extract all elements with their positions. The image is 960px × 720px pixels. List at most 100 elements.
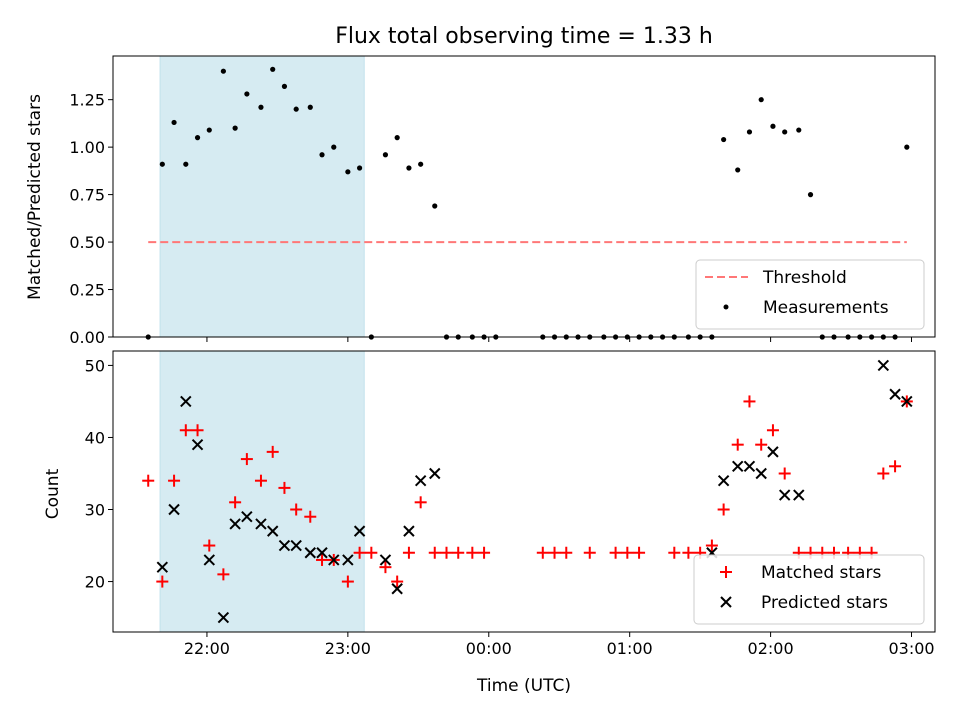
matched-stars-point — [191, 424, 204, 437]
matched-stars-point — [889, 460, 902, 473]
matched-stars-point — [217, 568, 230, 581]
measurement-point — [194, 135, 201, 141]
matched-stars-point — [755, 438, 768, 451]
predicted-stars-point — [755, 467, 767, 480]
matched-stars-point — [548, 546, 561, 559]
predicted-stars-point — [229, 518, 241, 530]
measurement-point — [345, 169, 351, 175]
matched-stars-point — [240, 453, 253, 466]
top-panel: Flux total observing time = 1.33 h 0.00 0… — [25, 24, 936, 347]
legend-matched-swatch — [720, 566, 732, 578]
observing-span — [159, 350, 365, 633]
predicted-stars-point — [266, 525, 279, 537]
predicted-stars-point — [379, 554, 392, 566]
y-tick-label: 0.50 — [69, 233, 105, 252]
matched-stars-point — [379, 561, 392, 574]
matched-stars-point — [536, 546, 549, 559]
measurement-point — [394, 135, 400, 141]
top-plot-area: 0.00 0.25 0.50 0.75 1.00 1.25 — [69, 55, 936, 347]
top-legend-box — [695, 259, 925, 330]
measurement-point — [183, 161, 189, 167]
predicted-stars-point — [316, 547, 328, 559]
measurement-point — [258, 104, 264, 110]
predicted-stars-point — [328, 554, 340, 566]
matched-stars-point — [414, 496, 427, 509]
measurement-point — [331, 144, 337, 150]
x-tick-label: 03:00 — [888, 639, 934, 658]
y-tick-label: 0.00 — [69, 328, 105, 347]
measurement-point — [281, 83, 288, 89]
measurement-point — [319, 152, 325, 158]
matched-stars-point — [365, 546, 378, 559]
measurement-point — [796, 127, 802, 133]
y-tick-label: 30 — [85, 501, 105, 520]
matched-stars-point — [440, 546, 453, 559]
measurement-point — [721, 136, 727, 143]
predicted-stars-point — [168, 503, 180, 516]
observing-span — [159, 55, 365, 338]
predicted-stars-point — [778, 489, 791, 501]
predicted-stars-point — [889, 388, 901, 400]
matched-stars-point — [203, 539, 216, 552]
predicted-stars-point — [353, 525, 366, 537]
matched-stars-point — [717, 503, 730, 516]
bottom-legend-box — [693, 554, 925, 625]
matched-stars-point — [478, 546, 491, 559]
predicted-stars-point — [901, 395, 913, 408]
matched-stars-point — [778, 467, 791, 480]
measurement-point — [220, 68, 226, 74]
predicted-stars-point — [403, 525, 415, 537]
measurement-point — [746, 129, 753, 135]
predicted-stars-point — [217, 611, 230, 624]
matched-stars-point — [731, 438, 744, 451]
y-tick-label: 40 — [85, 428, 105, 447]
matched-stars-point — [583, 546, 596, 559]
matched-stars-point — [452, 546, 465, 559]
measurement-point — [159, 161, 165, 167]
matched-stars-point — [266, 445, 279, 458]
y-tick-label: 50 — [85, 356, 105, 375]
measurement-point — [782, 129, 788, 135]
predicted-stars-point — [717, 474, 730, 487]
matched-stars-point — [179, 424, 192, 437]
matched-stars-point — [466, 546, 479, 559]
matched-stars-point — [341, 575, 354, 588]
predicted-stars-point — [180, 395, 192, 408]
predicted-stars-point — [241, 511, 253, 523]
predicted-stars-point — [290, 539, 302, 552]
predicted-stars-point — [156, 561, 169, 573]
measurement-point — [244, 91, 250, 97]
matched-stars-point — [633, 546, 646, 559]
measurement-point — [382, 152, 389, 158]
legend-predicted-label: Predicted stars — [761, 593, 888, 613]
predicted-stars-point — [278, 539, 291, 552]
y-tick-label: 1.25 — [69, 91, 105, 110]
axes-frame — [112, 55, 936, 338]
predicted-stars-point — [203, 554, 215, 566]
predicted-stars-point — [255, 518, 267, 530]
predicted-stars-point — [429, 467, 441, 480]
axes-frame — [112, 350, 936, 633]
measurement-point — [735, 167, 741, 173]
measurement-point — [418, 161, 424, 167]
bottom-legend: Matched stars Predicted stars — [693, 554, 925, 625]
legend-predicted-swatch — [720, 596, 732, 608]
matched-stars-point — [705, 539, 718, 552]
top-chart-title: Flux total observing time = 1.33 h — [335, 24, 713, 49]
bottom-plot-area: 20 30 40 50 22:00 23:00 00:00 01:00 02:00 03:00 — [85, 350, 936, 658]
predicted-stars-point — [391, 583, 403, 595]
measurement-point — [206, 127, 212, 133]
x-tick-label: 02:00 — [748, 639, 794, 658]
matched-stars-point — [766, 424, 779, 437]
top-legend: Threshold Measurements — [695, 259, 925, 330]
matched-stars-point — [142, 474, 155, 487]
measurement-point — [807, 192, 814, 198]
measurement-point — [770, 123, 776, 129]
y-tick-label: 0.25 — [69, 281, 105, 300]
matched-stars-point — [254, 474, 267, 487]
measurement-point — [432, 203, 438, 209]
predicted-stars-point — [743, 460, 756, 472]
x-tick-label: 01:00 — [607, 639, 653, 658]
legend-measurements-label: Measurements — [763, 298, 889, 318]
